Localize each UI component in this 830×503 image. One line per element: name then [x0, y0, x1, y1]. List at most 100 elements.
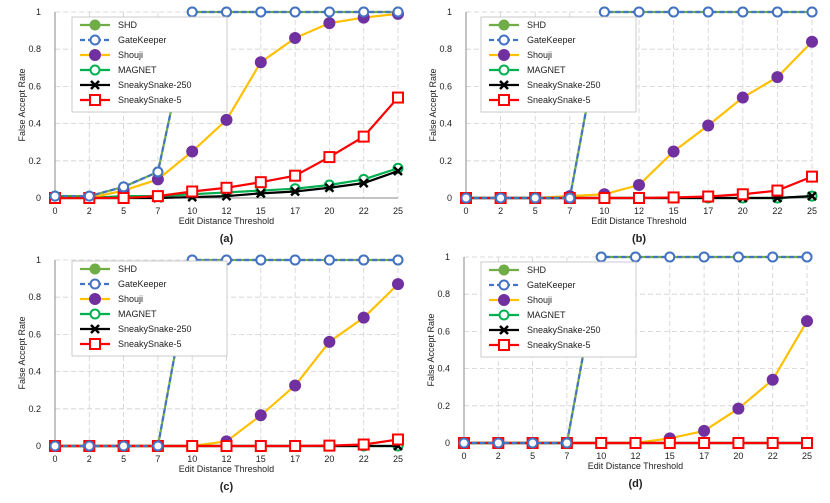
data-point	[393, 166, 403, 176]
legend-box	[71, 260, 228, 357]
data-point	[289, 169, 302, 182]
data-point	[221, 6, 232, 18]
legend-label: SneakySnake-5	[118, 339, 182, 349]
data-point	[633, 178, 645, 191]
data-point	[254, 56, 267, 69]
legend-label: MAGNET	[118, 309, 157, 319]
legend-marker	[90, 80, 100, 90]
series-line	[464, 255, 807, 445]
legend-marker	[499, 325, 509, 335]
x-tick-label: 2	[498, 206, 503, 216]
data-point	[771, 6, 783, 18]
x-tick-label: 7	[567, 206, 572, 216]
x-tick-label: 2	[87, 454, 92, 464]
data-point	[255, 254, 267, 266]
data-point	[801, 251, 813, 263]
x-tick-label: 20	[733, 451, 743, 461]
data-point	[83, 190, 95, 202]
y-tick-label: 0	[447, 193, 452, 203]
legend-marker	[498, 309, 510, 321]
data-point	[289, 440, 302, 452]
x-tick-label: 5	[121, 206, 126, 216]
y-tick-label: 0	[445, 438, 450, 448]
x-tick-label: 2	[496, 451, 501, 461]
data-point	[49, 440, 61, 452]
legend-label: Shouji	[118, 50, 143, 60]
x-tick-label: 12	[634, 206, 644, 216]
data-point	[732, 251, 744, 263]
data-point	[186, 6, 198, 18]
y-tick-label: 0.4	[439, 119, 452, 129]
x-tick-label: 15	[256, 206, 266, 216]
legend-label: SneakySnake-5	[527, 340, 591, 350]
x-tick-label: 12	[221, 206, 231, 216]
x-tick-label: 17	[290, 454, 300, 464]
data-point	[767, 251, 779, 263]
x-tick-label: 17	[290, 206, 300, 216]
data-point	[255, 6, 267, 18]
x-axis-label: Edit Distance Threshold	[179, 464, 274, 474]
data-point	[289, 32, 302, 45]
data-point	[254, 409, 267, 422]
data-point	[392, 6, 404, 18]
data-point	[698, 251, 710, 263]
legend-marker	[89, 94, 101, 106]
x-tick-label: 17	[703, 206, 713, 216]
data-point	[49, 190, 61, 202]
legend-label: GateKeeper	[527, 35, 576, 45]
y-tick-label: 0.4	[28, 119, 41, 129]
x-tick-label: 15	[665, 451, 675, 461]
data-point	[495, 192, 507, 204]
x-tick-label: 0	[463, 206, 468, 216]
data-point	[807, 191, 817, 202]
legend-label: SHD	[118, 20, 138, 30]
y-tick-label: 0.6	[437, 326, 450, 336]
data-point	[118, 181, 130, 193]
y-tick-label: 0.6	[28, 329, 41, 339]
data-point	[492, 437, 504, 449]
legend: SHD GateKeeper Shouji MAGNET SneakySnake-250…	[480, 261, 637, 358]
y-tick-label: 0.4	[437, 364, 450, 374]
data-point	[595, 251, 607, 263]
data-point	[737, 6, 749, 18]
y-tick-label: 1	[447, 7, 452, 17]
x-tick-label: 25	[393, 454, 403, 464]
x-axis-label: Edit Distance Threshold	[179, 216, 274, 226]
data-point	[323, 439, 336, 452]
data-point	[323, 151, 336, 164]
data-point	[358, 254, 370, 266]
legend-marker	[89, 338, 101, 350]
data-point	[806, 6, 818, 18]
y-tick-label: 0.6	[439, 81, 452, 91]
data-point	[255, 188, 266, 199]
data-point	[152, 166, 164, 178]
x-tick-label: 15	[256, 454, 266, 464]
legend-label: SneakySnake-250	[527, 80, 601, 90]
data-point	[324, 182, 335, 193]
data-point	[392, 254, 404, 266]
panel-label: (c)	[220, 481, 234, 493]
data-point	[663, 437, 676, 449]
data-point	[152, 440, 164, 452]
data-point	[598, 192, 611, 204]
legend-marker	[89, 34, 101, 46]
data-point	[392, 278, 404, 291]
data-point	[323, 6, 335, 18]
legend-marker	[90, 324, 100, 334]
data-point	[806, 35, 818, 48]
x-tick-label: 12	[630, 451, 640, 461]
x-axis-label: Edit Distance Threshold	[588, 461, 683, 471]
x-tick-label: 25	[807, 206, 817, 216]
data-point	[801, 315, 813, 328]
x-tick-label: 22	[768, 451, 778, 461]
legend-marker	[89, 308, 101, 320]
data-point	[458, 437, 470, 449]
data-point	[702, 119, 715, 132]
data-point	[220, 440, 233, 452]
x-tick-label: 22	[359, 454, 369, 464]
legend-marker	[498, 64, 510, 76]
data-point	[702, 190, 715, 203]
series-line	[466, 10, 812, 200]
data-point	[186, 185, 199, 198]
